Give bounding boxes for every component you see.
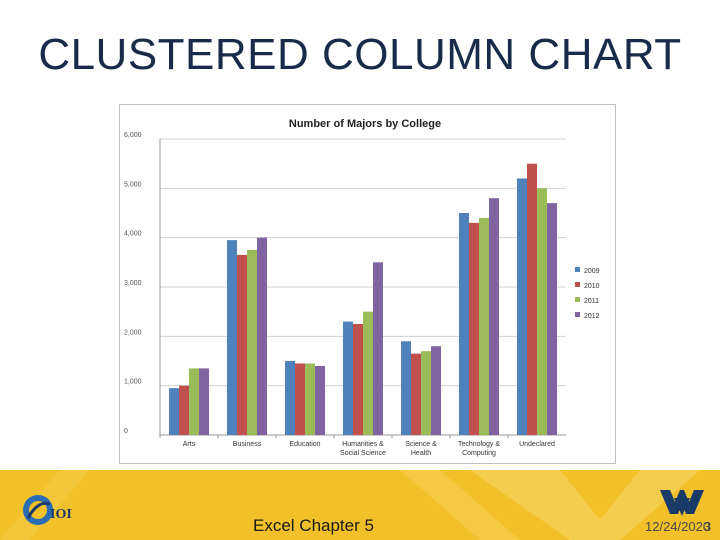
bar-2011-6 (537, 188, 547, 435)
bar-2010-5 (469, 222, 479, 435)
legend-label-2010: 2010 (584, 283, 600, 290)
bar-2010-3 (353, 324, 363, 435)
bar-2012-3 (373, 262, 383, 435)
slide-title: CLUSTERED COLUMN CHART (38, 30, 682, 79)
y-tick-label: 2,000 (124, 329, 142, 336)
footer-date: 12/24/2020 (645, 519, 711, 534)
y-tick-label: 4,000 (124, 231, 142, 238)
college-logo-icon: IOI (20, 488, 80, 537)
x-tick-label: Education (289, 441, 320, 448)
x-tick-label: Humanities & (342, 441, 384, 448)
bar-2009-6 (517, 178, 527, 435)
x-tick-label: Undeclared (519, 441, 555, 448)
bar-2012-0 (199, 368, 209, 435)
bar-2011-5 (479, 217, 489, 435)
legend-label-2011: 2011 (584, 298, 599, 305)
x-tick-label: Computing (462, 450, 496, 457)
bar-2012-1 (257, 237, 267, 435)
bar-2010-1 (237, 254, 247, 435)
bar-2012-6 (547, 203, 557, 435)
bar-2012-4 (431, 346, 441, 435)
x-tick-label: Arts (183, 441, 196, 448)
bar-2009-2 (285, 361, 295, 435)
bar-2010-2 (295, 363, 305, 435)
y-tick-label: 6,000 (124, 132, 142, 139)
bar-2011-1 (247, 250, 257, 435)
bar-2009-3 (343, 321, 353, 435)
legend-label-2009: 2009 (584, 268, 600, 275)
bar-2012-5 (489, 198, 499, 435)
bar-2009-1 (227, 240, 237, 435)
chart-title: Number of Majors by College (289, 118, 441, 130)
x-tick-label: Business (233, 441, 262, 448)
clustered-column-chart: Number of Majors by College 0 1,000 2,000 3,… (124, 118, 600, 457)
bar-2011-3 (363, 311, 373, 435)
legend-swatch-2009 (575, 267, 580, 272)
y-tick-label: 3,000 (124, 280, 142, 287)
bar-2012-2 (315, 365, 325, 435)
chart-container: Number of Majors by College 0 1,000 2,000 3,… (119, 104, 616, 464)
bar-2009-5 (459, 213, 469, 435)
bar-2011-2 (305, 363, 315, 435)
x-tick-label: Social Science (340, 450, 386, 457)
bar-2009-4 (401, 341, 411, 435)
footer-page-number: 3 (704, 519, 712, 534)
footer-chapter-label: Excel Chapter 5 (253, 516, 374, 535)
svg-text:IOI: IOI (50, 507, 72, 522)
y-tick-label: 1,000 (124, 379, 142, 386)
legend-label-2012: 2012 (584, 313, 600, 320)
bar-2010-0 (179, 385, 189, 435)
wv-logo-icon (660, 488, 704, 523)
bar-2011-0 (189, 368, 199, 435)
y-tick-label: 0 (124, 428, 128, 435)
legend-swatch-2012 (575, 312, 580, 317)
legend-swatch-2011 (575, 297, 580, 302)
bar-2010-6 (527, 163, 537, 435)
y-tick-label: 5,000 (124, 181, 142, 188)
bar-2009-0 (169, 388, 179, 435)
x-tick-label: Health (411, 450, 431, 457)
x-tick-label: Technology & (458, 441, 500, 448)
legend-swatch-2010 (575, 282, 580, 287)
x-tick-label: Science & (405, 441, 437, 448)
bar-2011-4 (421, 351, 431, 435)
bar-2010-4 (411, 353, 421, 435)
